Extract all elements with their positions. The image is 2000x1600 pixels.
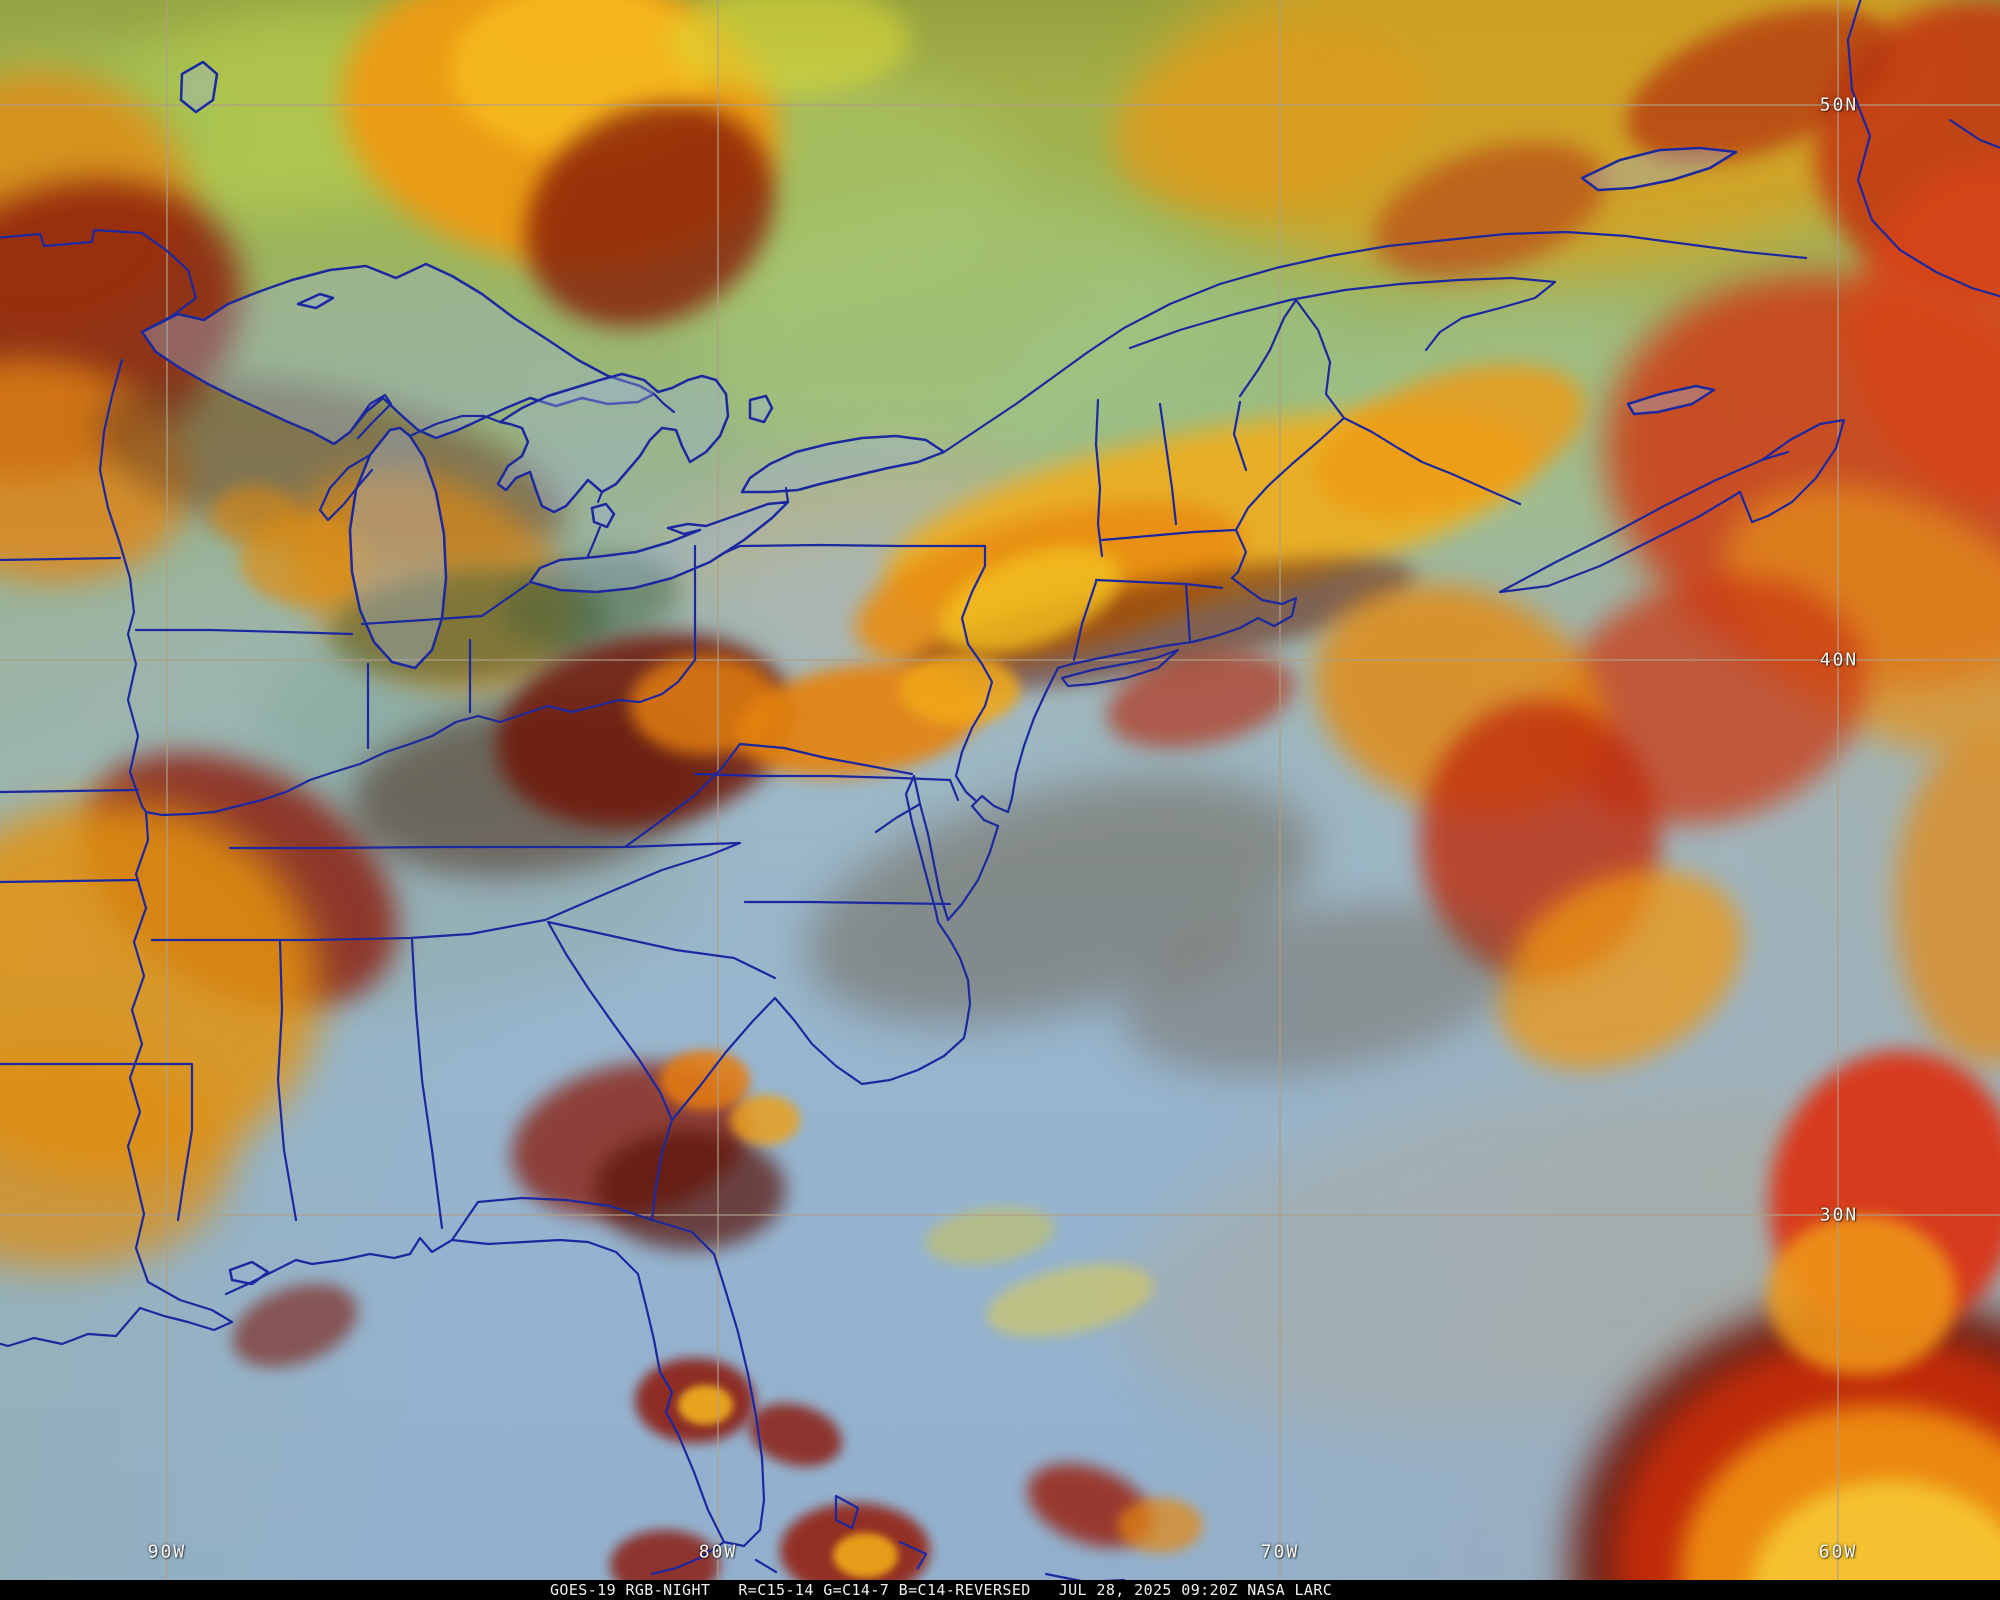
niagara-river: [784, 486, 790, 504]
lake-superior: [140, 262, 656, 446]
bay-of-fundy-nb-coast: [1342, 416, 1522, 506]
anticosti-island: [1580, 146, 1738, 192]
caption-bar: GOES-19 RGB-NIGHT R=C15-14 G=C14-7 B=C14…: [0, 1580, 2000, 1600]
lake-michigan: [348, 426, 448, 670]
parallel-line-40N: [0, 659, 2000, 661]
florida: [450, 1196, 766, 1576]
caption-timestamp: JUL 28, 2025 09:20Z NASA LARC: [1058, 1581, 1333, 1599]
isle-royale: [296, 292, 335, 310]
green-bay: [318, 453, 374, 522]
meridian-label-80W: 80W: [698, 1541, 738, 1563]
meridian-label-90W: 90W: [147, 1541, 187, 1563]
cloud-bottom-orange5: [1117, 1497, 1203, 1553]
great-lakes-and-lakes: [140, 60, 1738, 1286]
sault-link: [652, 392, 676, 414]
lake-ontario: [740, 434, 946, 494]
gulf-coast: [0, 1236, 454, 1348]
cloud-bottom-core3: [832, 1532, 898, 1578]
meridian-line-60W: [1837, 0, 1839, 1580]
lake-simcoe: [748, 394, 774, 424]
ny-pa-nj-borders: [693, 543, 994, 802]
parallel-label-40N: 40N: [1819, 649, 1859, 671]
lake-st-clair: [590, 502, 616, 529]
cloud-gulf-red-storm2: [595, 1130, 785, 1250]
lake-nipigon: [179, 60, 219, 114]
meridian-label-60W: 60W: [1818, 1541, 1858, 1563]
south-state-borders: [0, 742, 952, 1230]
newfoundland-coast: [1846, 0, 2000, 298]
parallel-label-50N: 50N: [1819, 94, 1859, 116]
cloud-top-yellow: [670, 0, 910, 95]
detroit-river: [586, 490, 604, 558]
meridian-label-70W: 70W: [1260, 1541, 1300, 1563]
mississippi-river: [98, 358, 234, 1332]
cloud-bottom-core1: [677, 1385, 733, 1425]
caption-channels: R=C15-14 G=C14-7 B=C14-REVERSED: [738, 1581, 1031, 1599]
parallel-line-50N: [0, 104, 2000, 106]
keweenaw-peninsula: [348, 393, 393, 440]
prince-edward-island: [1626, 384, 1716, 416]
southeast-coast: [650, 920, 972, 1222]
long-island: [1060, 648, 1180, 688]
mason-dixon-line: [693, 772, 960, 802]
st-lawrence-river: [942, 230, 1808, 454]
nj-coast-delaware-bay: [970, 666, 1060, 828]
ohio-river: [144, 658, 697, 817]
cloud-florida-cell2: [730, 1095, 800, 1145]
maine-nb-border: [1268, 298, 1346, 420]
caption-text: GOES-19 RGB-NIGHT R=C15-14 G=C14-7 B=C14…: [550, 1581, 1332, 1599]
parallel-label-30N: 30N: [1819, 1204, 1859, 1226]
parallel-line-30N: [0, 1214, 2000, 1216]
new-england-state-borders: [1072, 348, 1272, 662]
new-england-coast: [1056, 416, 1346, 670]
caption-source: GOES-19 RGB-NIGHT: [550, 1581, 711, 1599]
meridian-line-70W: [1279, 0, 1281, 1580]
nova-scotia: [1498, 418, 1846, 594]
canada-border-west: [0, 228, 198, 334]
mackinac-link: [408, 414, 502, 438]
midwest-state-borders: [0, 556, 530, 884]
cloud-indiana-orange2: [210, 485, 300, 545]
cloud-br-red-core: [1767, 1215, 1957, 1375]
chesapeake-bay: [874, 774, 1000, 924]
meridian-line-80W: [717, 0, 719, 1580]
cloud-offshore-cell2: [900, 655, 1020, 725]
meridian-line-90W: [166, 0, 168, 1580]
